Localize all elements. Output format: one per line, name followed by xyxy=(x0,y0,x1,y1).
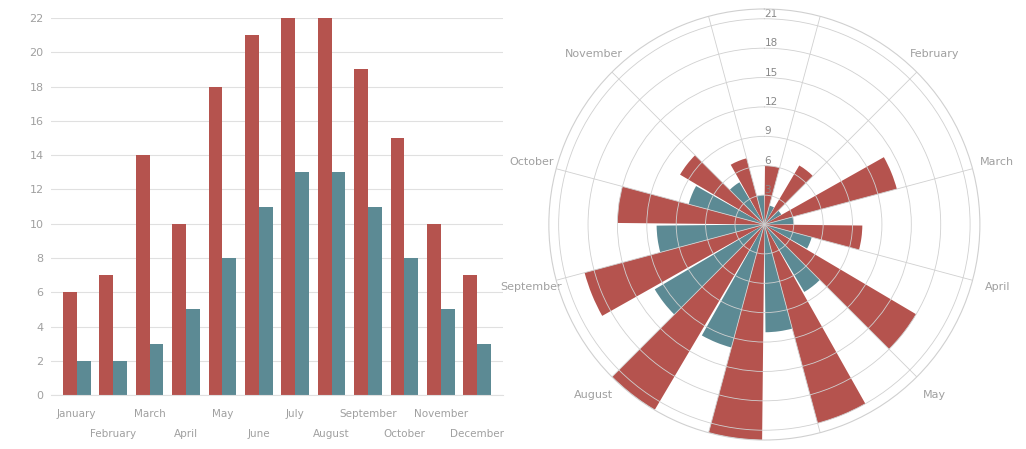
Bar xyxy=(354,70,368,395)
Bar xyxy=(764,224,792,332)
Bar xyxy=(186,309,200,395)
Bar xyxy=(764,166,780,224)
Bar xyxy=(245,35,259,395)
Bar xyxy=(764,224,812,249)
Bar xyxy=(764,206,774,224)
Bar xyxy=(113,361,127,395)
Bar xyxy=(764,224,865,423)
Text: September: September xyxy=(340,409,397,419)
Bar xyxy=(611,224,764,410)
Bar xyxy=(688,186,764,224)
Bar xyxy=(331,172,346,395)
Text: August: August xyxy=(313,429,350,440)
Text: November: November xyxy=(413,409,468,419)
Bar xyxy=(764,157,897,224)
Bar xyxy=(731,158,764,224)
Text: January: January xyxy=(57,409,96,419)
Text: June: June xyxy=(247,429,270,440)
Bar xyxy=(585,224,764,316)
Bar xyxy=(680,155,764,224)
Bar xyxy=(404,258,419,395)
Bar xyxy=(764,224,862,250)
Bar xyxy=(391,138,404,395)
Bar xyxy=(764,211,781,224)
Bar xyxy=(757,195,764,224)
Bar xyxy=(657,224,764,252)
Bar xyxy=(63,292,77,395)
Bar xyxy=(77,361,90,395)
Bar xyxy=(295,172,309,395)
Bar xyxy=(281,18,295,395)
Bar xyxy=(764,224,916,349)
Text: March: March xyxy=(133,409,165,419)
Bar xyxy=(702,224,764,348)
Text: April: April xyxy=(174,429,198,440)
Text: October: October xyxy=(384,429,426,440)
Bar xyxy=(368,207,382,395)
Bar xyxy=(764,217,794,224)
Bar xyxy=(477,343,491,395)
Bar xyxy=(709,224,764,440)
Bar xyxy=(464,275,477,395)
Bar xyxy=(100,275,113,395)
Text: July: July xyxy=(286,409,305,419)
Bar xyxy=(318,18,331,395)
Bar xyxy=(150,343,163,395)
Bar xyxy=(729,182,764,224)
Bar xyxy=(764,166,813,224)
Bar xyxy=(135,155,150,395)
Bar xyxy=(223,258,236,395)
Text: February: February xyxy=(90,429,136,440)
Bar xyxy=(208,87,223,395)
Bar xyxy=(764,224,820,292)
Bar xyxy=(172,224,186,395)
Text: May: May xyxy=(211,409,233,419)
Bar xyxy=(655,224,764,315)
Bar xyxy=(618,186,764,224)
Bar xyxy=(441,309,455,395)
Bar xyxy=(427,224,441,395)
Text: December: December xyxy=(450,429,504,440)
Bar xyxy=(259,207,273,395)
